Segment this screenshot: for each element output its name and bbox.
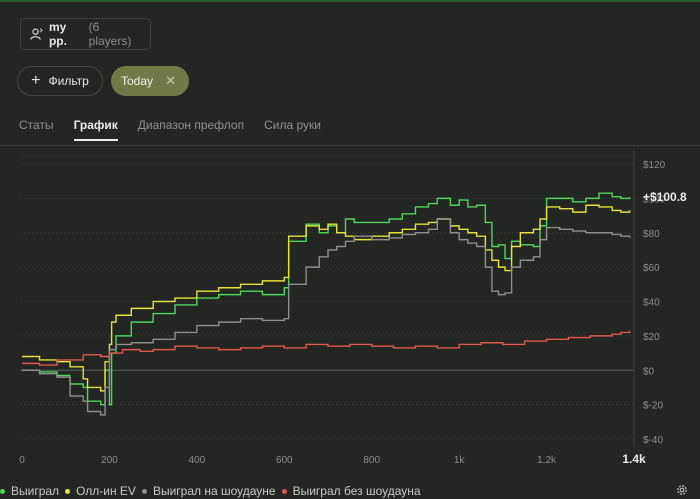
legend-dot-icon [0, 488, 5, 494]
legend-item-0[interactable]: Выиграл [0, 484, 59, 498]
filter-label: Фильтр [48, 74, 89, 88]
series-line-3 [22, 330, 631, 366]
legend-label: Олл-ин EV [76, 484, 136, 498]
y-tick-label: $120 [643, 160, 666, 171]
x-tick-label: 600 [276, 455, 293, 466]
close-icon[interactable]: ✕ [165, 73, 176, 88]
tab-0[interactable]: Статы [19, 118, 54, 132]
y-tick-label: $20 [643, 332, 660, 343]
legend-dot-icon [281, 488, 287, 494]
today-chip-label: Today [121, 74, 154, 88]
player-count: (6 players) [88, 20, 132, 48]
player-selector[interactable]: my pp. (6 players) [20, 18, 151, 50]
x-tick-label: 800 [363, 455, 380, 466]
gear-icon[interactable] [675, 483, 689, 497]
legend-dot-icon [141, 488, 147, 494]
x-tick-label: 1k [454, 455, 466, 466]
y-tick-label: $100 [643, 194, 666, 205]
filter-button[interactable]: + Фильтр [17, 66, 103, 96]
legend-label: Выиграл без шоудауна [292, 484, 421, 498]
series-line-2 [22, 218, 631, 416]
legend-item-2[interactable]: Выиграл на шоудауне [141, 484, 276, 498]
tab-2[interactable]: Диапазон префлоп [137, 118, 245, 132]
y-tick-label: $60 [643, 263, 660, 274]
legend-item-1[interactable]: Олл-ин EV [65, 484, 136, 498]
y-tick-label: $0 [643, 366, 655, 377]
x-tick-label: 1.4k [622, 452, 646, 466]
y-tick-label: $40 [643, 298, 660, 309]
x-tick-label: 200 [101, 455, 118, 466]
legend-label: Выиграл [11, 484, 60, 498]
legend-dot-icon [65, 488, 71, 494]
series-line-0 [22, 192, 631, 406]
profit-chart: $120 $100 $80 $60 $40 $20 $0 $-20 $-40 0 200 400 600… [19, 150, 687, 466]
tab-bar: Статы График Диапазон префлоп Сила руки [19, 118, 341, 141]
x-tick-label: 400 [189, 455, 206, 466]
final-value-label: +$100.8 [643, 190, 687, 204]
today-filter-chip[interactable]: Today ✕ [111, 66, 189, 96]
tab-3[interactable]: Сила руки [264, 118, 321, 132]
tabs-divider [0, 145, 700, 146]
tab-1[interactable]: График [73, 118, 118, 141]
top-accent-line [0, 0, 700, 2]
x-tick-label: 0 [19, 455, 25, 466]
y-tick-label: $80 [643, 229, 660, 240]
legend-item-3[interactable]: Выиграл без шоудауна [281, 484, 421, 498]
y-tick-label: $-20 [643, 401, 663, 412]
user-icon [30, 28, 43, 40]
plus-icon: + [31, 72, 41, 89]
chart-legend: Выиграл Олл-ин EV Выиграл на шоудауне Выигр… [0, 484, 427, 498]
legend-label: Выиграл на шоудауне [152, 484, 276, 498]
x-tick-label: 1.2k [537, 455, 557, 466]
player-name: my pp. [48, 20, 67, 48]
y-tick-label: $-40 [643, 435, 663, 446]
